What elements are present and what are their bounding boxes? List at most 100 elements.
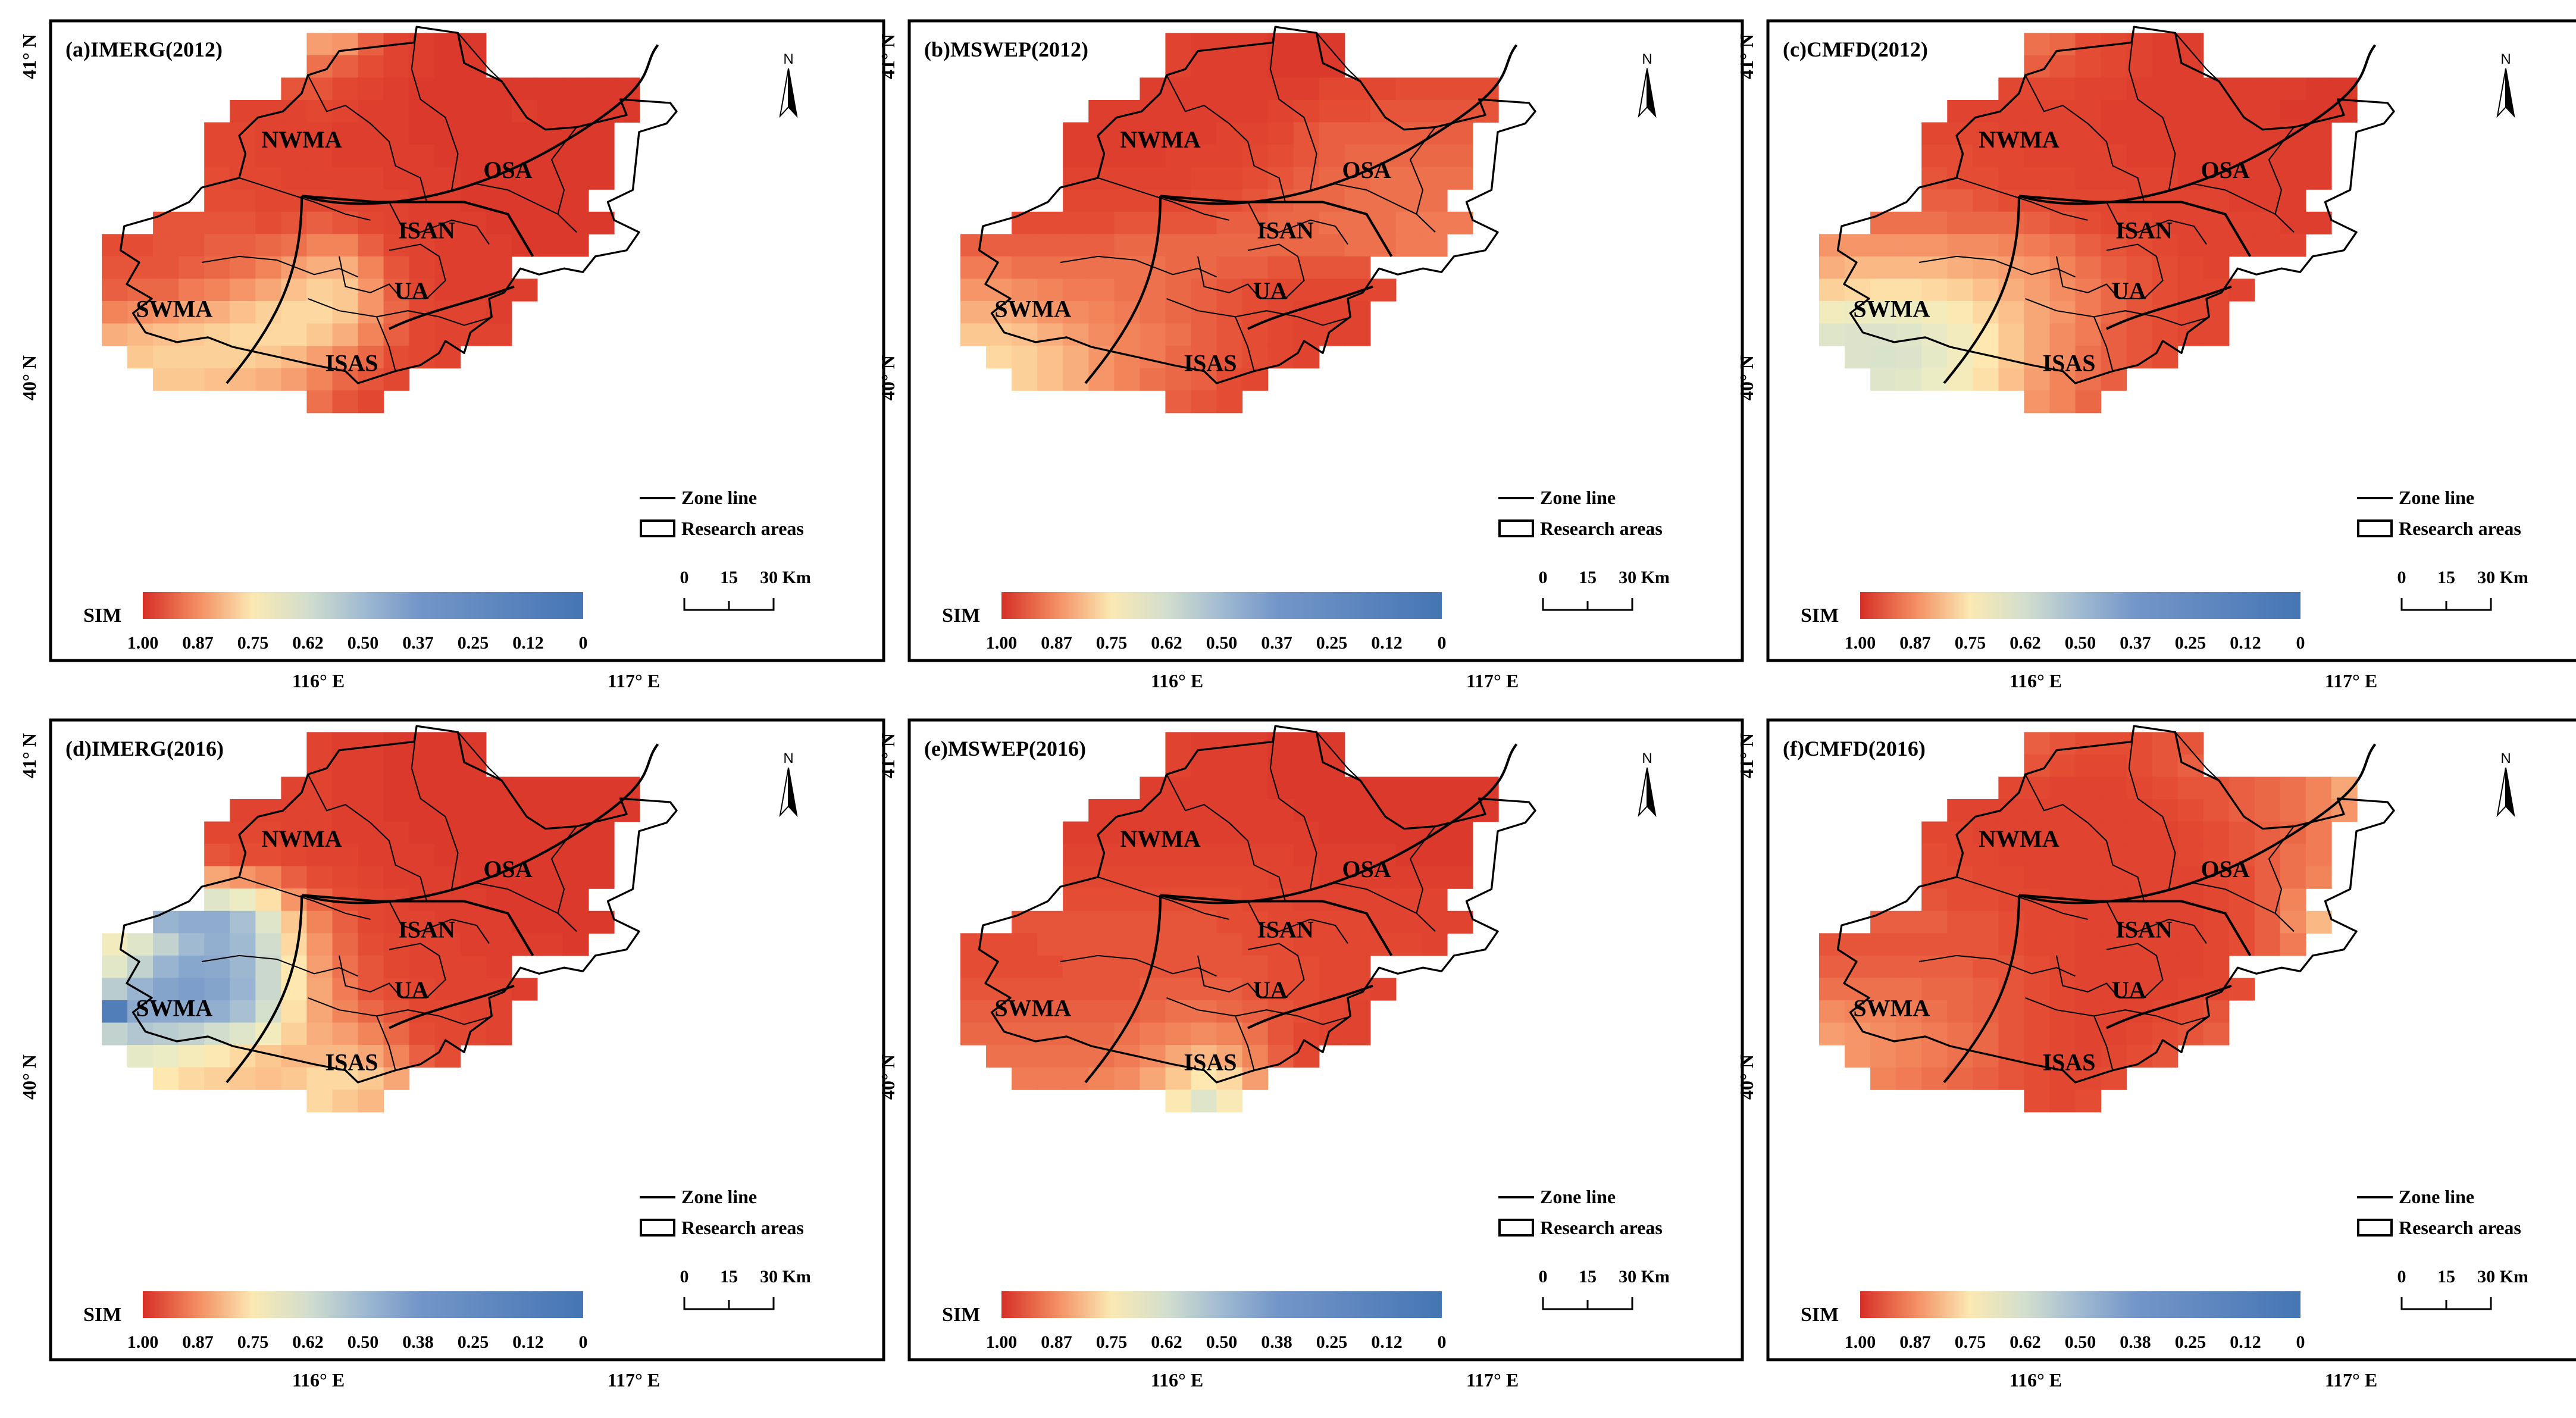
sim-cell [486,122,512,145]
sim-cell [1216,145,1243,168]
sim-cell [2254,777,2281,800]
colorbar-title: SIM [1801,605,1839,627]
sim-cell [1191,55,1217,79]
sim-cell [1267,844,1294,867]
sim-cell [255,821,281,844]
sim-cell [2049,1045,2076,1068]
sim-cell [1088,821,1115,844]
district-boundary [1197,256,1261,299]
sim-cell [1319,189,1345,212]
sim-cell [230,211,256,234]
map-area [102,26,678,414]
sim-cell [153,300,179,324]
sim-cell [1216,1022,1243,1045]
sim-cell [537,234,564,257]
sim-cell [1998,300,2025,324]
sim-cell [537,933,564,956]
sim-cell [2177,122,2204,145]
sim-cell [2152,234,2179,257]
zone-label: SWMA [136,994,212,1021]
sim-cell [1191,1000,1217,1023]
sim-cell [1947,323,1973,346]
sim-cell [2024,910,2051,934]
sim-cell [2101,955,2127,979]
sim-cell [1012,211,1038,234]
lat-label: 40° N [18,355,40,400]
district-boundary [2093,316,2114,371]
sim-cell [1216,33,1243,56]
sim-cell [2075,256,2102,280]
district-boundary [376,1015,396,1070]
district-boundary [1166,997,1298,1017]
colorbar-tick-label: 0.50 [2065,633,2096,653]
sim-cell [1037,1022,1063,1045]
sim-cell [2152,933,2179,956]
lon-label: 117° E [2325,1369,2377,1391]
zone-label: NWMA [1120,825,1201,852]
beijing-outline [1836,725,2395,1084]
sim-cell [2280,888,2306,912]
sim-cell [1921,844,1948,867]
sim-cell [2024,866,2051,889]
sim-cell [2101,234,2127,257]
sim-cell [1319,888,1345,912]
sim-cell [1947,821,1973,844]
sim-cell [986,1022,1012,1045]
sim-cell [2280,99,2306,123]
sim-cell [204,368,230,391]
sim-cell [434,978,461,1001]
zone-label: OSA [1342,156,1391,183]
sim-cell [204,888,230,912]
sim-cell [1947,300,1973,324]
sim-cell [1216,77,1243,101]
district-boundary [1956,876,2088,920]
sim-cell [358,799,384,822]
sim-cell [511,211,538,234]
sim-cell [2075,1000,2102,1023]
sim-cell [306,732,333,755]
sim-cell [2152,278,2179,302]
sim-cell [1063,145,1089,168]
sim-cell [2101,1067,2127,1090]
legend-zone-line-label: Zone line [1540,487,1616,508]
sim-cell [434,754,461,778]
sim-cell [2075,211,2102,234]
district-boundary [2093,1015,2114,1070]
sim-cell [460,234,487,257]
sim-cell [2049,346,2076,369]
sim-cell [1242,256,1269,280]
zone-label: ISAN [398,916,455,943]
legend-research-swatch [640,519,675,537]
sim-cell [1191,732,1217,755]
sim-cell [1063,1000,1089,1023]
zone-label: SWMA [1853,295,1930,322]
sim-cell [332,145,359,168]
sim-cell [1191,145,1217,168]
sim-cell [127,933,154,956]
sim-cell [2126,955,2153,979]
district-boundary [1409,826,1436,914]
district-boundary [550,127,577,215]
sim-cell [1191,821,1217,844]
sim-cell [1191,777,1217,800]
sim-cell [383,799,410,822]
zone-label: OSA [483,856,532,882]
sim-cell [2126,821,2153,844]
sim-cell [1088,278,1115,302]
sim-cell [409,256,436,280]
sim-cell [409,122,436,145]
sim-cell [1037,256,1063,280]
sim-cell [588,866,615,889]
sim-cell [153,368,179,391]
sim-cell [2049,167,2076,190]
sim-cell [2049,754,2076,778]
sim-cell [1319,33,1345,56]
sim-cell [1242,955,1269,979]
sim-cell [460,77,487,101]
zone-line [1943,895,2021,1084]
district-boundary [1297,316,1348,326]
sim-cell [1037,910,1063,934]
map-panel-5: NWMA OSA ISAN UA SWMA ISAS (f)CMFD(2016) N 41° N… [1736,718,2576,1391]
sim-cell [1370,211,1397,234]
legend-research-swatch [1498,519,1534,537]
